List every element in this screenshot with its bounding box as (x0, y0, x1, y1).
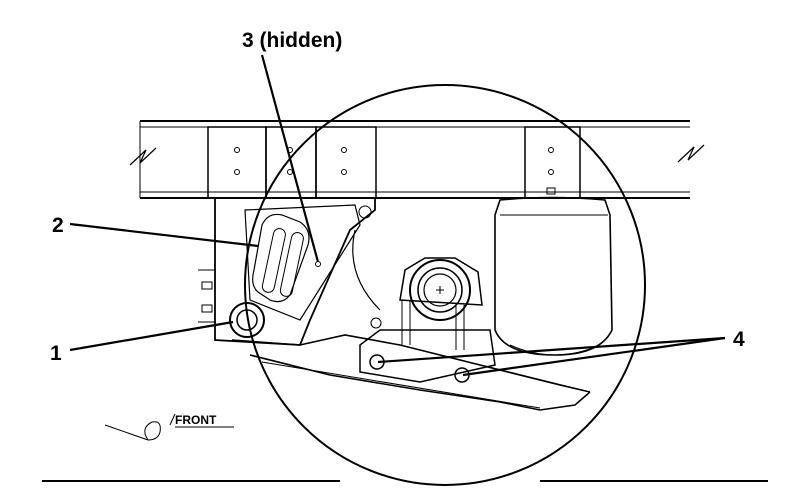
callout-1: 1 (50, 342, 62, 365)
leader-line-4a (377, 336, 726, 364)
trailing-arm (231, 334, 591, 411)
callout-4: 4 (733, 328, 745, 351)
callout-3: 3 (hidden) (242, 29, 342, 52)
detail-circle (244, 84, 646, 486)
pivot-bushing (229, 302, 265, 338)
front-hanger-bracket (198, 198, 376, 346)
callout-2: 2 (52, 214, 64, 237)
front-label: FRONT (175, 413, 217, 427)
break-mark-right (677, 144, 705, 163)
leader-line-2 (69, 222, 259, 248)
leader-line-3 (260, 54, 320, 263)
crossmember-plates (207, 126, 581, 199)
air-spring (494, 196, 613, 356)
break-mark-left (129, 147, 157, 166)
front-direction-indicator: FRONT (104, 413, 234, 441)
leader-line-1 (69, 320, 234, 352)
shock-absorber (352, 229, 381, 311)
leader-line-4b (462, 336, 726, 377)
